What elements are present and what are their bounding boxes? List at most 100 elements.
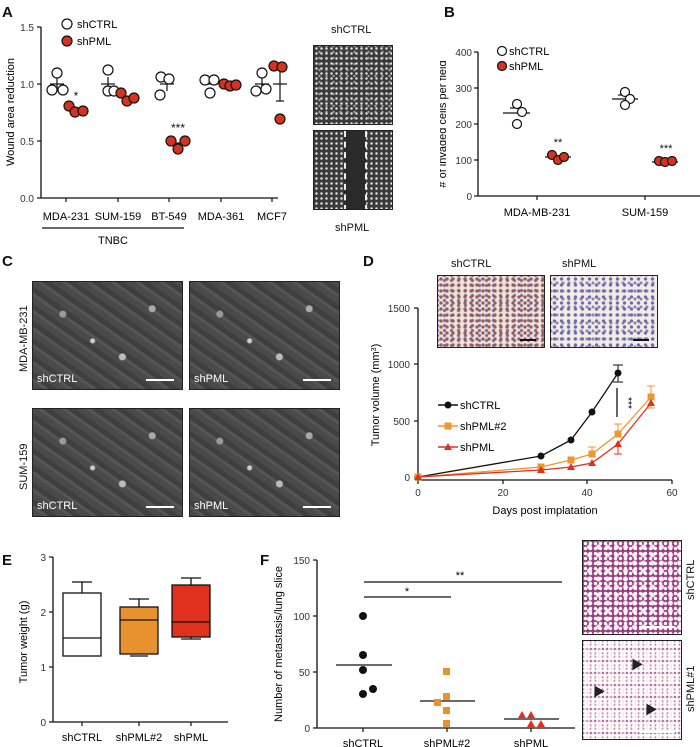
e-ytick: 2 — [40, 608, 46, 619]
svg-text:*: * — [74, 89, 79, 103]
legend-shpml-marker — [496, 60, 508, 72]
legend-shctrl-marker — [496, 45, 508, 57]
panel-label-b: B — [444, 4, 455, 21]
d-xtick: 40 — [581, 488, 593, 499]
b-xtick: MDA-MB-231 — [504, 207, 571, 219]
a-ylabel: Wound area reduction — [5, 58, 17, 166]
f-he-label-shpml1: shPML#1 — [685, 665, 697, 712]
arrowhead-icon — [641, 700, 657, 716]
legend-shpml: shPML — [509, 61, 543, 73]
a-xtick: MCF7 — [257, 211, 287, 223]
a-xtick: MDA-231 — [43, 211, 89, 223]
scratch-top-label: shCTRL — [331, 24, 372, 36]
arrowhead-icon — [589, 682, 605, 698]
f-sig-2: ** — [456, 570, 465, 582]
a-ytick: 1.0 — [20, 80, 34, 91]
chart-a-wound-area: 1.5 1.0 0.5 0.0 Wound area reduction MDA… — [5, 18, 288, 247]
legend-shctrl: shCTRL — [509, 46, 549, 58]
panel-label-c: C — [2, 253, 13, 270]
b-ytick: 300 — [455, 84, 472, 95]
d-xtick: 20 — [497, 488, 509, 499]
d-significance: *** — [622, 397, 633, 409]
f-series-shctrl — [336, 612, 392, 698]
svg-text:**: ** — [554, 137, 563, 149]
e-boxes — [62, 577, 211, 657]
e-xtick: shPML — [174, 732, 208, 744]
tnbc-label: TNBC — [98, 235, 128, 247]
f-series-shpml2 — [420, 668, 475, 727]
legend-shpml: shPML — [77, 36, 111, 48]
d-ytick: 1500 — [388, 304, 411, 315]
chart-b-invaded-cells: 400 300 200 100 0 # of invaded cells per… — [440, 45, 700, 219]
f-he-image-shctrl — [582, 540, 682, 635]
e-ytick: 0 — [40, 718, 46, 729]
c-image-sum-shpml: shPML — [189, 408, 340, 517]
c-row-label-sum: SUM-159 — [18, 443, 30, 490]
d-ytick: 0 — [404, 473, 410, 484]
f-series-shpml — [504, 711, 559, 727]
scratch-image-shpml — [313, 130, 393, 210]
d-ihc-image-shctrl — [437, 275, 545, 348]
f-ytick: 50 — [299, 668, 311, 679]
svg-text:***: *** — [171, 121, 185, 135]
legend-shctrl-marker — [61, 18, 73, 30]
c-image-sum-shctrl: shCTRL — [32, 408, 183, 517]
b-ytick: 400 — [455, 48, 472, 59]
b-ytick: 200 — [455, 120, 472, 131]
d-xtick: 60 — [666, 488, 678, 499]
svg-text:***: *** — [660, 143, 674, 155]
b-data-points: ** *** — [503, 86, 678, 168]
f-sig-1: * — [405, 586, 410, 598]
d-series-shpml2 — [414, 385, 655, 481]
e-ytick: 3 — [40, 553, 46, 564]
e-xtick: shPML#2 — [116, 732, 162, 744]
c-image-mda-shpml: shPML — [189, 281, 340, 390]
d-ylabel: Tumor volume (mm3) — [370, 344, 382, 447]
chart-d-tumor-volume: 1500 1000 500 0 0 20 40 60 Days post imp… — [370, 304, 678, 517]
d-ihc-label-shctrl: shCTRL — [451, 258, 492, 270]
d-legend-shpml: shPML — [460, 442, 494, 454]
chart-e-tumor-weight: 3 2 1 0 Tumor weight (g) shCTRL shPML#2 … — [18, 553, 228, 744]
arrowhead-icon — [627, 655, 643, 671]
scratch-bottom-label: shPML — [335, 222, 370, 234]
b-ytick: 100 — [455, 156, 472, 167]
a-xtick: BT-549 — [151, 211, 186, 223]
chart-f-metastasis: 150 100 50 0 Number of metastasis/lung s… — [273, 556, 575, 747]
f-xtick: shPML — [514, 738, 548, 747]
d-ihc-image-shpml — [550, 275, 658, 348]
c-row-label-mda: MDA-MB-231 — [18, 305, 30, 372]
f-xtick: shCTRL — [343, 738, 383, 747]
d-legend-shpml2: shPML#2 — [460, 421, 506, 433]
a-xtick: SUM-159 — [95, 211, 141, 223]
d-ytick: 500 — [393, 417, 410, 428]
f-ytick: 0 — [304, 724, 310, 735]
d-series-shpml — [414, 399, 655, 480]
f-xtick: shPML#2 — [424, 738, 470, 747]
f-ytick: 150 — [293, 556, 310, 567]
panel-label-f: F — [260, 552, 270, 569]
a-data-points: * *** — [46, 60, 288, 155]
d-xlabel: Days post implatation — [492, 505, 597, 517]
e-ytick: 1 — [40, 663, 46, 674]
e-ylabel: Tumor weight (g) — [18, 601, 30, 684]
legend-shpml-marker — [61, 35, 73, 47]
c-image-mda-shctrl: shCTRL — [32, 281, 183, 390]
panel-label-d: D — [363, 253, 374, 270]
panel-label-e: E — [2, 552, 13, 569]
d-xtick: 0 — [415, 488, 421, 499]
d-ytick: 1000 — [388, 360, 411, 371]
a-ytick: 0.5 — [20, 137, 34, 148]
a-ytick: 1.5 — [20, 23, 34, 34]
f-he-image-shpml1 — [582, 640, 682, 740]
e-xtick: shCTRL — [62, 732, 102, 744]
f-ylabel: Number of metastasis/lung slice — [273, 566, 285, 722]
a-ytick: 0.0 — [20, 194, 34, 205]
a-xtick: MDA-361 — [198, 211, 244, 223]
b-xtick: SUM-159 — [622, 207, 668, 219]
scratch-image-shctrl — [313, 45, 393, 125]
d-legend-shctrl: shCTRL — [460, 400, 500, 412]
f-ytick: 100 — [293, 612, 310, 623]
panel-label-a: A — [2, 4, 13, 21]
b-ylabel: # of invaded cells per field — [440, 60, 449, 187]
legend-shctrl: shCTRL — [77, 19, 117, 31]
